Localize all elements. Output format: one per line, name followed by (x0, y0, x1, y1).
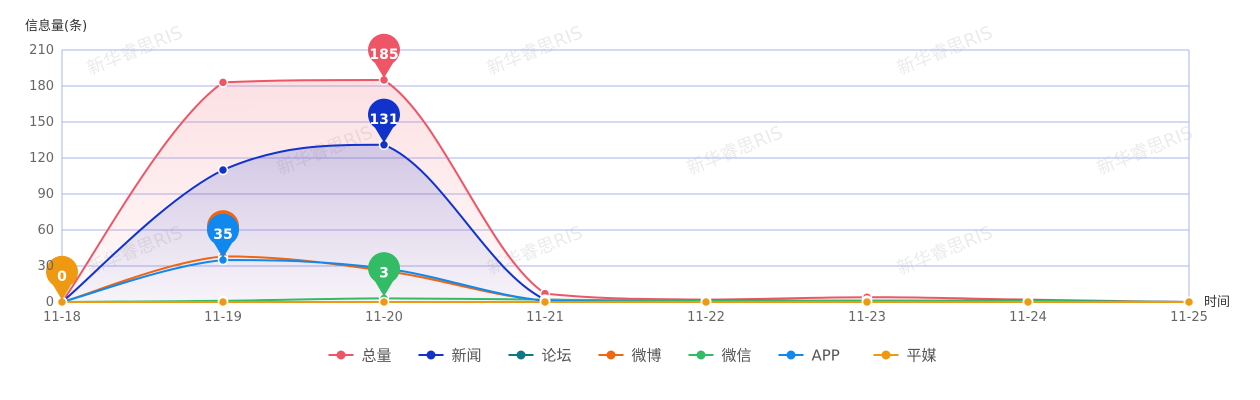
data-point[interactable] (217, 77, 229, 88)
x-tick-label: 11-24 (1009, 310, 1047, 325)
x-tick-label: 11-21 (526, 310, 564, 325)
legend-label: 总量 (362, 347, 392, 365)
x-axis-label: 时间 (1204, 295, 1230, 310)
y-tick-label: 0 (46, 295, 54, 310)
max-pin: 0 (45, 255, 79, 300)
y-tick-label: 120 (29, 151, 54, 166)
max-pin-shape (367, 252, 400, 297)
data-point[interactable] (217, 296, 229, 308)
x-tick-label: 11-25 (1170, 310, 1208, 325)
series-area-1 (62, 144, 1189, 302)
y-tick-label: 30 (37, 259, 54, 274)
data-point[interactable] (861, 296, 873, 308)
legend-label: 平媒 (907, 347, 937, 365)
legend-dot-icon (336, 350, 346, 360)
watermark-text: 新华睿思RIS (894, 22, 996, 79)
legend-label: 新闻 (452, 347, 482, 365)
y-tick-label: 180 (29, 79, 54, 94)
x-tick-label: 11-18 (43, 310, 81, 325)
legend-label: 微博 (632, 347, 662, 365)
x-tick-label: 11-19 (204, 310, 242, 325)
watermark-text: 新华睿思RIS (894, 222, 996, 279)
legend-item[interactable]: 新闻 (418, 347, 482, 365)
data-point[interactable] (378, 296, 390, 308)
max-pin-label: 0 (57, 269, 67, 285)
watermark-text: 新华睿思RIS (84, 22, 186, 79)
data-point[interactable] (700, 296, 712, 308)
legend-dot-icon (786, 350, 796, 360)
data-point[interactable] (539, 296, 551, 308)
legend-item[interactable]: 微信 (688, 347, 752, 365)
data-point[interactable] (1022, 296, 1034, 308)
legend-item[interactable]: APP (778, 347, 840, 365)
legend-item[interactable]: 微博 (598, 347, 662, 365)
max-pin-label: 131 (369, 112, 398, 128)
series-areas (62, 80, 1189, 302)
legend-dot-icon (881, 350, 891, 360)
max-pin-label: 3 (379, 265, 389, 281)
legend[interactable]: 总量 新闻 论坛 微博 微信 APP 平媒 (328, 347, 937, 365)
max-pin-label: 35 (213, 227, 232, 243)
legend-dot-icon (696, 350, 706, 360)
watermark-text: 新华睿思RIS (484, 22, 586, 79)
y-tick-label: 90 (37, 187, 54, 202)
max-pin: 35 (206, 213, 239, 258)
max-pin-label: 185 (369, 47, 398, 63)
legend-dot-icon (426, 350, 436, 360)
max-pin-shape (45, 255, 79, 300)
max-pin: 131 (367, 98, 400, 143)
max-pin-shape (368, 33, 400, 78)
legend-dot-icon (606, 350, 616, 360)
max-pin: 185 (368, 33, 400, 78)
legend-dot-icon (516, 350, 526, 360)
legend-item[interactable]: 总量 (328, 347, 392, 365)
x-tick-label: 11-23 (848, 310, 886, 325)
series-points (56, 74, 1195, 308)
y-tick-label: 150 (29, 115, 54, 130)
data-point[interactable] (1183, 296, 1195, 308)
max-value-pins: 185131383350 (45, 33, 400, 300)
watermark-text: 新华睿思RIS (1094, 122, 1196, 179)
legend-label: 微信 (722, 347, 752, 365)
legend-label: 论坛 (542, 347, 572, 365)
x-tick-label: 11-22 (687, 310, 725, 325)
y-axis-label: 信息量(条) (25, 18, 87, 34)
watermark-text: 新华睿思RIS (684, 122, 786, 179)
legend-item[interactable]: 论坛 (508, 347, 572, 365)
legend-label: APP (812, 347, 840, 365)
legend-item[interactable]: 平媒 (873, 347, 937, 365)
x-tick-label: 11-20 (365, 310, 403, 325)
data-point[interactable] (217, 164, 229, 176)
max-pin-shape (367, 98, 400, 143)
y-tick-label: 60 (37, 223, 54, 238)
y-tick-label: 210 (29, 43, 54, 58)
series-line-4 (61, 297, 1190, 303)
max-pin: 3 (367, 252, 400, 297)
max-pin-shape (206, 213, 239, 258)
